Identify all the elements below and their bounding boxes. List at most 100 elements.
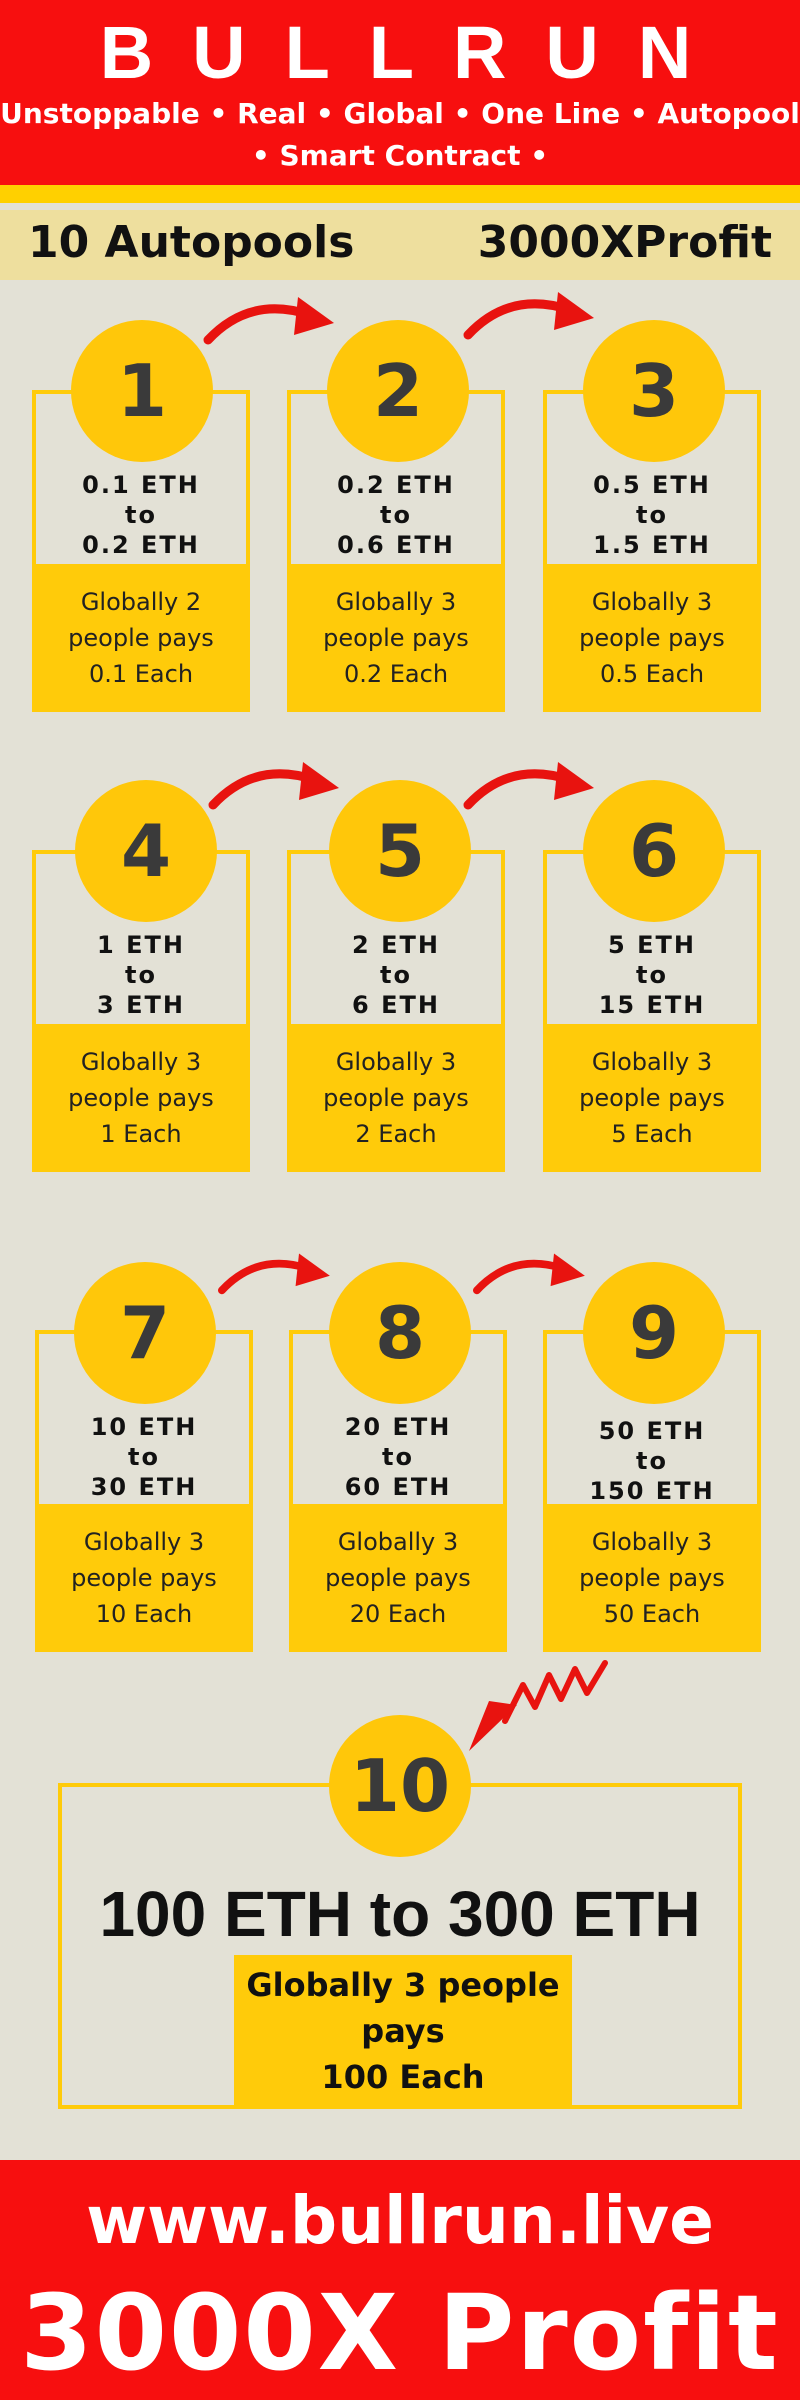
range-from: 0.2 ETH [337, 471, 455, 499]
pool-number-8: 8 [329, 1262, 471, 1404]
range-to-word: to [636, 961, 668, 989]
pool-card-5: 2 ETH to 6 ETH Globally 3 people pays 2 … [287, 850, 505, 1172]
arrow-icon [208, 762, 339, 810]
pays-line-3: 2 Each [355, 1120, 437, 1148]
pool-range: 0.5 ETH to 1.5 ETH [547, 470, 757, 560]
pays-line-1: Globally 3 [591, 1528, 713, 1556]
range-from: 50 ETH [598, 1417, 706, 1445]
pool-range: 1 ETH to 3 ETH [36, 930, 246, 1020]
pays-line-3: 5 Each [611, 1120, 693, 1148]
range-from: 10 ETH [90, 1413, 198, 1441]
profit-headline: 3000XProfit [477, 217, 772, 268]
pool-payment: Globally 3 people pays 1 Each [32, 1024, 250, 1172]
pool-number-2: 2 [327, 320, 469, 462]
pays-line-3: 50 Each [603, 1600, 701, 1628]
pays-line-2: people pays [579, 1564, 725, 1592]
range-to: 6 ETH [352, 991, 440, 1019]
range-to: 30 ETH [90, 1473, 198, 1501]
brand-title: BULLRUN [99, 11, 731, 94]
pays-line-1: Globally 3 [335, 1048, 457, 1076]
pays-line-3: 0.2 Each [343, 660, 449, 688]
pays-line-3: 100 Each [321, 2058, 485, 2096]
arrow-icon [463, 292, 594, 340]
subheader-bar: 10 Autopools 3000XProfit [0, 210, 800, 280]
pays-line-2: people pays [579, 624, 725, 652]
range-to-word: to [128, 1443, 160, 1471]
pays-line-2: people pays [323, 1084, 469, 1112]
pool-range: 5 ETH to 15 ETH [547, 930, 757, 1020]
range-to-word: to [636, 1447, 668, 1475]
range-to-word: to [636, 501, 668, 529]
header-banner: BULLRUN Unstoppable • Real • Global • On… [0, 0, 800, 185]
range-to: 60 ETH [344, 1473, 452, 1501]
arrow-icon [463, 762, 594, 810]
pool-payment: Globally 3 people pays 2 Each [287, 1024, 505, 1172]
pays-line-3: 1 Each [100, 1120, 182, 1148]
pool-card-9: 50 ETH to 150 ETH Globally 3 people pays… [543, 1330, 761, 1652]
range-from: 2 ETH [352, 931, 440, 959]
pool-payment: Globally 3 people pays 10 Each [35, 1504, 253, 1652]
pays-line-1: Globally 3 [591, 588, 713, 616]
pays-line-2: people pays [68, 624, 214, 652]
range-to: 150 ETH [589, 1477, 715, 1505]
pool-number-9: 9 [583, 1262, 725, 1404]
range-to-word: to [125, 961, 157, 989]
range-from: 0.5 ETH [593, 471, 711, 499]
pool-payment: Globally 3 people pays 20 Each [289, 1504, 507, 1652]
pays-line-3: 20 Each [349, 1600, 447, 1628]
pool-number-6: 6 [583, 780, 725, 922]
pays-line-1: Globally 3 people [246, 1966, 560, 2004]
range-from: 0.1 ETH [82, 471, 200, 499]
range-to-word: to [380, 501, 412, 529]
pays-line-1: Globally 3 [83, 1528, 205, 1556]
tagline-line-2: • Smart Contract • [251, 139, 549, 172]
tagline: Unstoppable • Real • Global • One Line •… [0, 93, 800, 177]
pool-payment: Globally 3 people pays 5 Each [543, 1024, 761, 1172]
pool-number-10: 10 [329, 1715, 471, 1857]
arrow-icon [473, 1253, 585, 1295]
pays-line-2: people pays [68, 1084, 214, 1112]
arrow-icon [218, 1253, 330, 1295]
pays-line-2: people pays [71, 1564, 217, 1592]
pool-range: 0.1 ETH to 0.2 ETH [36, 470, 246, 560]
autopool-count: 10 Autopools [28, 217, 355, 268]
pool-range: 2 ETH to 6 ETH [291, 930, 501, 1020]
pool-number-1: 1 [71, 320, 213, 462]
pool-10-range: 100 ETH to 300 ETH [99, 1878, 701, 1950]
pays-line-2: people pays [579, 1084, 725, 1112]
pays-line-1: Globally 3 [337, 1528, 459, 1556]
pays-line-1: Globally 2 [80, 588, 202, 616]
pays-line-3: 0.1 Each [88, 660, 194, 688]
range-to: 0.6 ETH [337, 531, 455, 559]
range-to: 3 ETH [97, 991, 185, 1019]
range-to-word: to [125, 501, 157, 529]
pool-card-6: 5 ETH to 15 ETH Globally 3 people pays 5… [543, 850, 761, 1172]
website-link[interactable]: www.bullrun.live [86, 2182, 714, 2259]
range-from: 5 ETH [608, 931, 696, 959]
pool-range: 0.2 ETH to 0.6 ETH [291, 470, 501, 560]
pool-number-5: 5 [329, 780, 471, 922]
zigzag-arrow-icon [469, 1660, 608, 1751]
arrow-icon [203, 297, 334, 345]
pool-range: 50 ETH to 150 ETH [547, 1416, 757, 1506]
range-to-word: to [380, 961, 412, 989]
pool-number-7: 7 [74, 1262, 216, 1404]
range-to: 15 ETH [598, 991, 706, 1019]
pool-range: 10 ETH to 30 ETH [39, 1412, 249, 1502]
range-from: 20 ETH [344, 1413, 452, 1441]
pays-line-2: people pays [323, 624, 469, 652]
pays-line-3: 10 Each [95, 1600, 193, 1628]
pool-number-4: 4 [75, 780, 217, 922]
footer-banner: www.bullrun.live 3000X Profit [0, 2160, 800, 2400]
range-from: 1 ETH [97, 931, 185, 959]
pool-payment: Globally 2 people pays 0.1 Each [32, 564, 250, 712]
range-to: 1.5 ETH [593, 531, 711, 559]
pays-line-1: Globally 3 [335, 588, 457, 616]
pays-line-2: people pays [325, 1564, 471, 1592]
pool-number-3: 3 [583, 320, 725, 462]
pays-line-1: Globally 3 [591, 1048, 713, 1076]
pool-payment: Globally 3 people pays 50 Each [543, 1504, 761, 1652]
pool-card-8: 20 ETH to 60 ETH Globally 3 people pays … [289, 1330, 507, 1652]
pool-payment: Globally 3 people pays 0.2 Each [287, 564, 505, 712]
range-to-word: to [382, 1443, 414, 1471]
